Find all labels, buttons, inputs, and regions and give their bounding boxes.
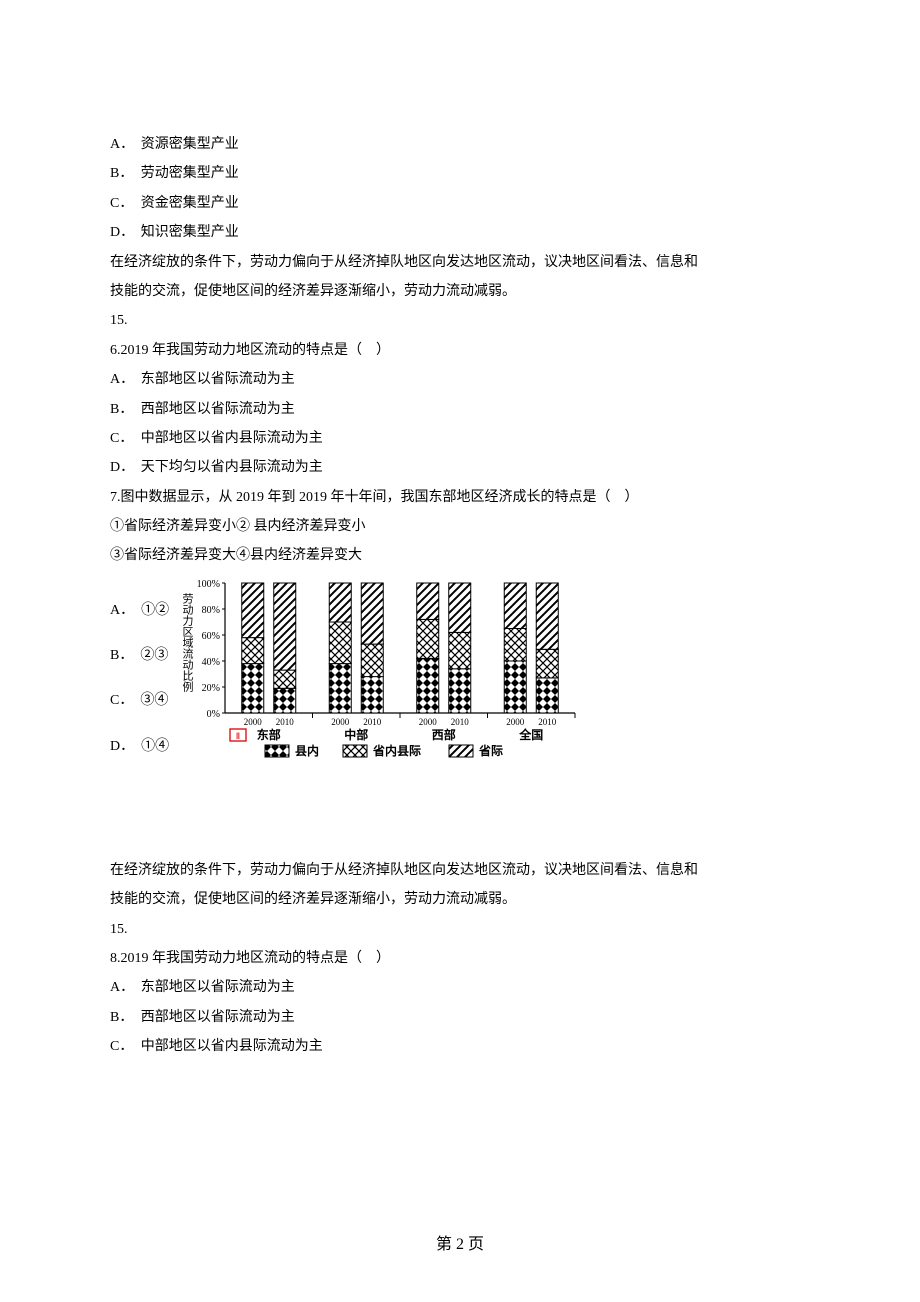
q5-opt-b: B．劳动密集型产业	[110, 159, 810, 188]
svg-text:0%: 0%	[207, 709, 220, 720]
passage2-line3: 15.	[110, 915, 810, 944]
opt-text: 资源密集型产业	[141, 137, 239, 152]
passage2-line2: 技能的交流，促使地区间的经济差异逐渐缩小，劳动力流动减弱。	[110, 885, 810, 914]
q7-opt-d: D． ①④	[110, 732, 169, 761]
svg-text:Ⅱ: Ⅱ	[236, 731, 240, 741]
passage1-line3: 15.	[110, 306, 810, 335]
opt-text: 中部地区以省内县际流动为主	[141, 1039, 323, 1054]
svg-text:80%: 80%	[202, 605, 220, 616]
q7-stem: 7.图中数据显示，从 2019 年到 2019 年十年间，我国东部地区经济成长的…	[110, 483, 810, 512]
svg-text:2010: 2010	[363, 717, 382, 727]
svg-text:东部: 东部	[257, 727, 281, 742]
opt-text: 中部地区以省内县际流动为主	[141, 431, 323, 446]
q7-sub1: ①省际经济差异变小② 县内经济差异变小	[110, 512, 810, 541]
opt-letter: B．	[110, 1003, 141, 1032]
opt-letter: B．	[110, 159, 141, 188]
q6-opt-d: D．天下均匀以省内县际流动为主	[110, 453, 810, 482]
q5-opt-a: A．资源密集型产业	[110, 130, 810, 159]
svg-text:100%: 100%	[197, 579, 220, 590]
opt-letter: A．	[110, 365, 141, 394]
svg-text:40%: 40%	[202, 657, 220, 668]
svg-text:2010: 2010	[538, 717, 557, 727]
svg-text:全国: 全国	[518, 727, 543, 742]
svg-text:2000: 2000	[506, 717, 525, 727]
opt-letter: D．	[110, 453, 141, 482]
q8-opt-b: B．西部地区以省际流动为主	[110, 1003, 810, 1032]
opt-letter: C．	[110, 1032, 141, 1061]
svg-text:劳动力区域流动比例: 劳动力区域流动比例	[181, 593, 194, 692]
passage2-line1: 在经济绽放的条件下，劳动力偏向于从经济掉队地区向发达地区流动，议决地区间看法、信…	[110, 856, 810, 885]
passage1-line2: 技能的交流，促使地区间的经济差异逐渐缩小，劳动力流动减弱。	[110, 277, 810, 306]
opt-letter: C．	[110, 189, 141, 218]
opt-letter: A．	[110, 130, 141, 159]
svg-text:2010: 2010	[276, 717, 295, 727]
labor-flow-chart: 100%80%60%40%20%0%劳动力区域流动比例 20002010东部20…	[175, 575, 585, 780]
svg-text:西部: 西部	[432, 727, 456, 742]
svg-text:2000: 2000	[331, 717, 350, 727]
opt-text: 知识密集型产业	[141, 225, 239, 240]
opt-text: 资金密集型产业	[141, 196, 239, 211]
svg-text:2000: 2000	[419, 717, 438, 727]
q8-opt-c: C．中部地区以省内县际流动为主	[110, 1032, 810, 1061]
stacked-bar-chart-svg: 100%80%60%40%20%0%劳动力区域流动比例 20002010东部20…	[175, 575, 585, 780]
q7-opt-c: C． ③④	[110, 686, 169, 715]
q7-options-and-chart: A． ①② B． ②③ C． ③④ D． ①④	[110, 571, 810, 786]
q7-sub2: ③省际经济差异变大④县内经济差异变大	[110, 541, 810, 570]
q8-opt-a: A．东部地区以省际流动为主	[110, 973, 810, 1002]
q6-opt-b: B．西部地区以省际流动为主	[110, 395, 810, 424]
opt-letter: A．	[110, 973, 141, 1002]
svg-text:60%: 60%	[202, 631, 220, 642]
opt-letter: C．	[110, 424, 141, 453]
opt-letter: D．	[110, 218, 141, 247]
svg-text:县内: 县内	[295, 743, 319, 758]
opt-text: 劳动密集型产业	[141, 166, 239, 181]
opt-text: 东部地区以省际流动为主	[141, 372, 295, 387]
svg-text:省内县际: 省内县际	[372, 743, 421, 758]
page-footer: 第 2 页	[0, 1228, 920, 1262]
q7-opt-a: A． ①②	[110, 596, 169, 625]
opt-text: 西部地区以省际流动为主	[141, 1010, 295, 1025]
svg-text:20%: 20%	[202, 683, 220, 694]
svg-text:省际: 省际	[478, 743, 503, 758]
opt-text: 西部地区以省际流动为主	[141, 402, 295, 417]
svg-text:2000: 2000	[244, 717, 263, 727]
q6-opt-c: C．中部地区以省内县际流动为主	[110, 424, 810, 453]
q6-opt-a: A．东部地区以省际流动为主	[110, 365, 810, 394]
svg-text:中部: 中部	[344, 727, 368, 742]
opt-letter: B．	[110, 395, 141, 424]
q6-stem: 6.2019 年我国劳动力地区流动的特点是（ ）	[110, 336, 810, 365]
q5-opt-c: C．资金密集型产业	[110, 189, 810, 218]
opt-text: 天下均匀以省内县际流动为主	[141, 460, 323, 475]
q7-options-col: A． ①② B． ②③ C． ③④ D． ①④	[110, 596, 169, 762]
passage1-line1: 在经济绽放的条件下，劳动力偏向于从经济掉队地区向发达地区流动，议决地区间看法、信…	[110, 248, 810, 277]
q8-stem: 8.2019 年我国劳动力地区流动的特点是（ ）	[110, 944, 810, 973]
q5-opt-d: D．知识密集型产业	[110, 218, 810, 247]
svg-text:2010: 2010	[451, 717, 470, 727]
opt-text: 东部地区以省际流动为主	[141, 980, 295, 995]
q7-opt-b: B． ②③	[110, 641, 169, 670]
